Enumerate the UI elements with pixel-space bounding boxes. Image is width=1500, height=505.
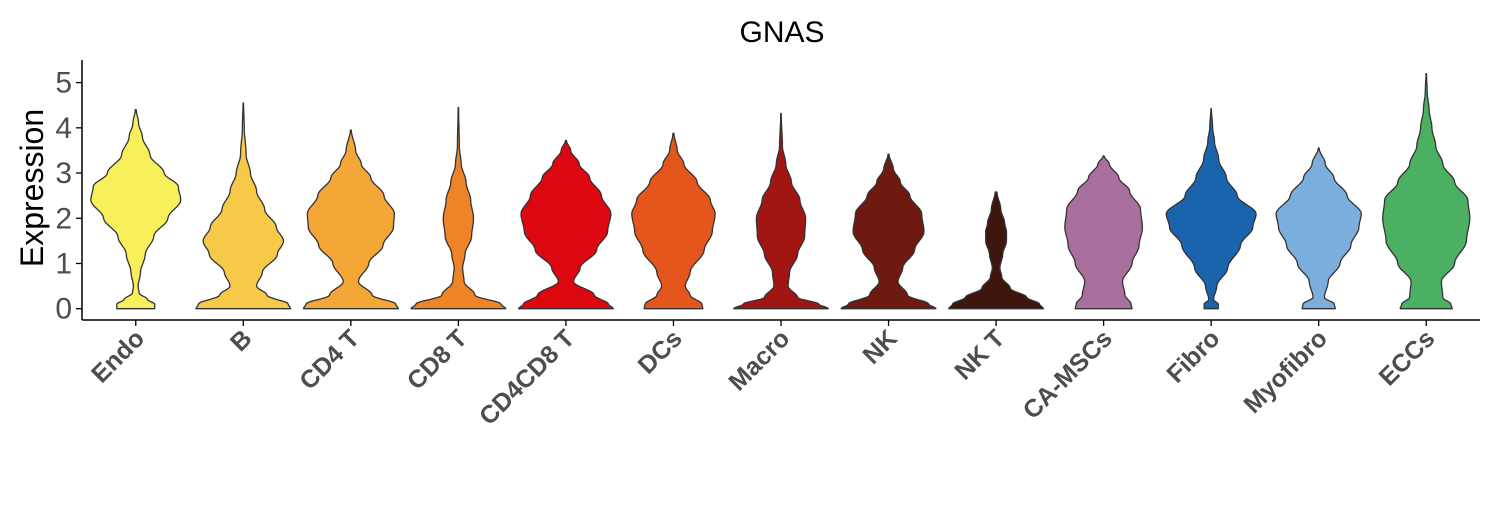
y-tick-label: 3 [55, 157, 72, 190]
x-tick-label: NK T [949, 324, 1010, 385]
x-tick-label: Endo [86, 324, 150, 388]
x-tick-label: Fibro [1161, 324, 1225, 388]
violin-nk [840, 153, 937, 310]
x-tick-label: CA-MSCs [1018, 324, 1118, 424]
y-axis-label: Expression [14, 109, 50, 267]
violin-endo [90, 109, 182, 310]
violin-ca-mscs [1064, 155, 1144, 310]
violin-cd8-t [410, 106, 507, 310]
x-tick-label: Macro [723, 324, 795, 396]
x-tick-label: NK [857, 324, 902, 369]
violin-nk-t [948, 191, 1045, 310]
violin-eccs [1382, 72, 1471, 310]
x-tick-label: CD4 T [294, 324, 365, 395]
violin-b [195, 102, 292, 310]
x-axis: Endo B CD4 T CD8 T CD4CD8 T DCs Macro NK NK T CA-… [82, 319, 1480, 431]
violin-cd4cd8-t [517, 139, 614, 310]
y-tick-label: 0 [55, 293, 72, 326]
y-tick-label: 5 [55, 67, 72, 100]
violin-fibro [1165, 108, 1257, 310]
x-tick-label: CD4CD8 T [474, 324, 580, 430]
y-axis: 0 1 2 3 4 5 [55, 60, 83, 326]
x-tick-label: CD8 T [402, 324, 473, 395]
chart-title: GNAS [739, 16, 824, 49]
x-tick-label: ECCs [1374, 324, 1441, 391]
x-tick-label: Myofibro [1239, 324, 1333, 418]
violin-dcs [631, 132, 716, 310]
violins-group [90, 72, 1471, 310]
y-tick-label: 1 [55, 247, 72, 280]
violin-macro [733, 112, 829, 310]
y-tick-label: 4 [55, 112, 72, 145]
y-tick-label: 2 [55, 202, 72, 235]
violin-cd4-t [302, 129, 399, 310]
violin-myofibro [1275, 147, 1362, 310]
x-tick-label: B [225, 324, 258, 357]
x-tick-label: DCs [633, 324, 688, 379]
